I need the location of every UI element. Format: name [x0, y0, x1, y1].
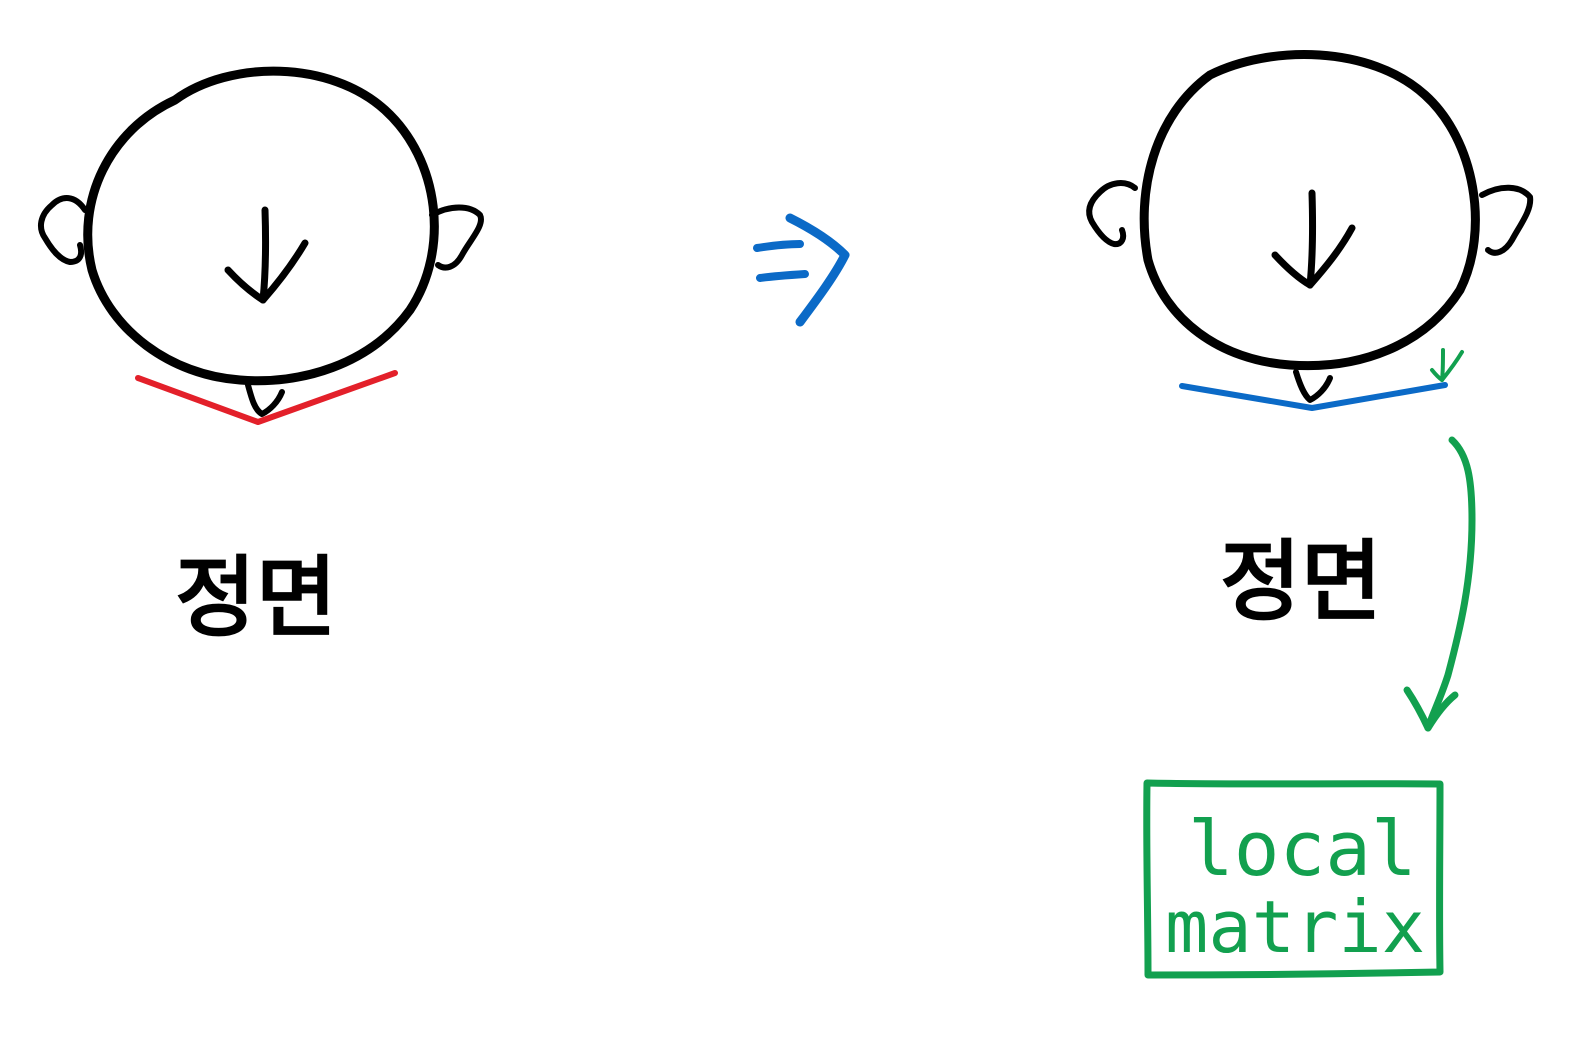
left-head-nose	[245, 382, 285, 417]
implies-arrow-icon	[753, 213, 850, 327]
right-head-circle	[1139, 50, 1480, 371]
right-head-nose	[1293, 369, 1333, 403]
left-figure-label: 정면	[175, 546, 337, 649]
green-curved-down-arrow-icon	[1403, 436, 1476, 732]
left-head-direction-arrow-icon	[224, 206, 309, 304]
local-matrix-box-border	[1143, 779, 1444, 979]
right-shoulder-line-blue	[1179, 382, 1448, 411]
small-green-down-arrow-icon	[1430, 348, 1464, 382]
left-head-figure	[37, 66, 484, 425]
left-head-circle	[83, 66, 439, 386]
left-head-left-ear	[37, 195, 88, 265]
right-head-direction-arrow-icon	[1271, 189, 1356, 289]
local-matrix-box: local matrix	[1143, 779, 1444, 979]
local-matrix-box-text-line1: local	[1188, 804, 1417, 893]
right-head-right-ear	[1479, 184, 1534, 256]
left-shoulder-line-red	[135, 370, 398, 425]
left-head-right-ear	[429, 204, 484, 271]
right-head-figure	[1086, 50, 1534, 411]
local-matrix-box-text-line2: matrix	[1165, 885, 1425, 969]
right-head-left-ear	[1086, 180, 1138, 248]
right-figure-label: 정면	[1220, 530, 1382, 633]
